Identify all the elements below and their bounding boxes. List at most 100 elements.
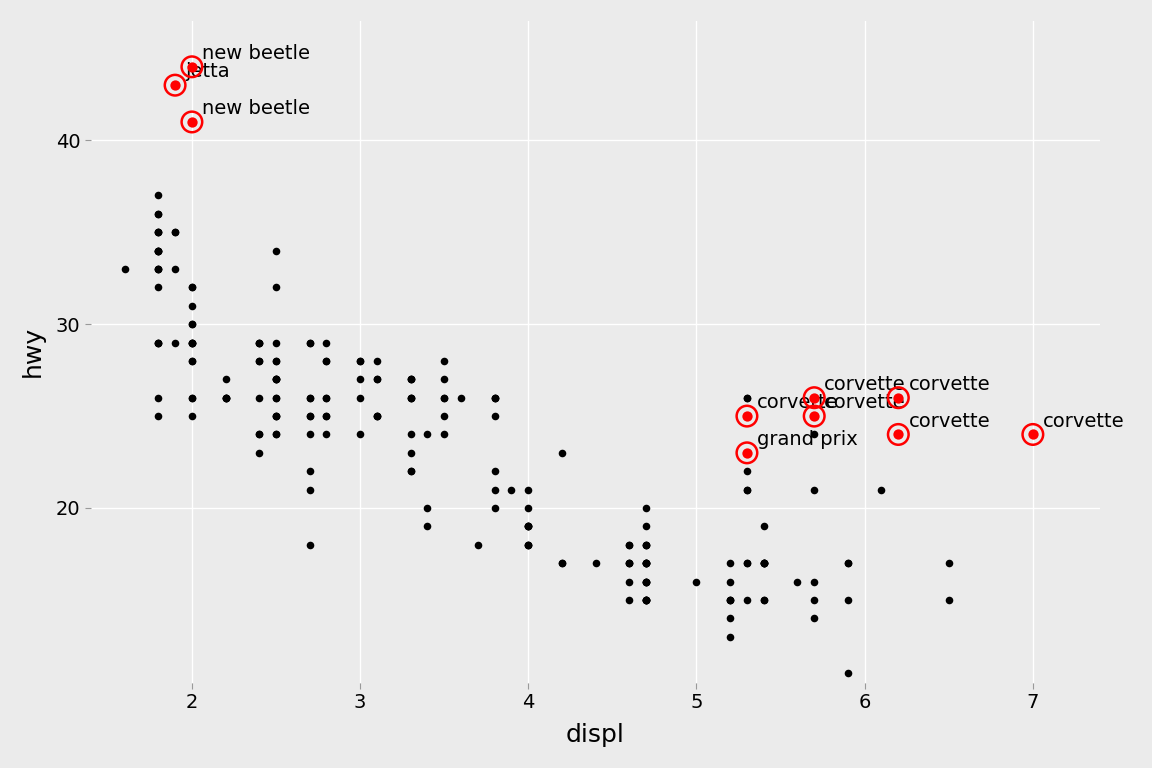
Point [520, 538, 538, 551]
Point [755, 594, 773, 606]
Point [839, 594, 857, 606]
Point [418, 429, 437, 441]
Point [183, 336, 202, 349]
Point [301, 410, 319, 422]
Point [149, 392, 167, 404]
Point [435, 429, 454, 441]
Text: jetta: jetta [185, 62, 229, 81]
Point [418, 502, 437, 514]
Point [737, 557, 756, 569]
Point [149, 336, 167, 349]
Point [351, 373, 370, 386]
Point [317, 429, 335, 441]
Point [553, 447, 571, 459]
Point [721, 631, 740, 643]
Text: corvette: corvette [909, 412, 990, 431]
Point [367, 410, 386, 422]
Point [183, 392, 202, 404]
Point [755, 594, 773, 606]
Point [637, 520, 655, 532]
Point [149, 263, 167, 275]
Point [217, 373, 235, 386]
Point [520, 520, 538, 532]
Point [250, 429, 268, 441]
Point [737, 410, 756, 422]
Point [737, 465, 756, 478]
Point [183, 318, 202, 330]
Point [620, 557, 638, 569]
Point [317, 410, 335, 422]
Point [166, 226, 184, 238]
Point [637, 594, 655, 606]
Point [721, 612, 740, 624]
Point [183, 318, 202, 330]
X-axis label: displ: displ [566, 723, 626, 747]
Point [1024, 429, 1043, 441]
Point [317, 355, 335, 367]
Point [452, 392, 470, 404]
Point [637, 538, 655, 551]
Point [183, 116, 202, 128]
Point [250, 392, 268, 404]
Y-axis label: hwy: hwy [21, 326, 45, 377]
Point [637, 557, 655, 569]
Point [637, 575, 655, 588]
Point [755, 557, 773, 569]
Point [183, 116, 202, 128]
Point [301, 392, 319, 404]
Point [301, 336, 319, 349]
Point [721, 594, 740, 606]
Point [637, 594, 655, 606]
Point [755, 557, 773, 569]
Point [317, 410, 335, 422]
Point [737, 484, 756, 496]
Point [520, 502, 538, 514]
Point [637, 594, 655, 606]
Point [301, 465, 319, 478]
Point [166, 226, 184, 238]
Point [183, 281, 202, 293]
Point [149, 226, 167, 238]
Point [435, 392, 454, 404]
Point [755, 557, 773, 569]
Point [183, 281, 202, 293]
Point [737, 392, 756, 404]
Point [267, 373, 286, 386]
Point [502, 484, 521, 496]
Point [401, 465, 419, 478]
Point [301, 410, 319, 422]
Point [485, 410, 503, 422]
Point [267, 355, 286, 367]
Point [737, 392, 756, 404]
Text: grand prix: grand prix [757, 430, 858, 449]
Point [737, 447, 756, 459]
Point [401, 465, 419, 478]
Point [805, 612, 824, 624]
Point [805, 392, 824, 404]
Point [183, 410, 202, 422]
Point [788, 575, 806, 588]
Point [755, 557, 773, 569]
Point [301, 392, 319, 404]
Point [737, 410, 756, 422]
Point [351, 355, 370, 367]
Point [755, 557, 773, 569]
Point [166, 79, 184, 91]
Point [401, 373, 419, 386]
Point [367, 373, 386, 386]
Point [721, 557, 740, 569]
Point [267, 410, 286, 422]
Point [267, 244, 286, 257]
Point [149, 226, 167, 238]
Point [149, 226, 167, 238]
Point [267, 410, 286, 422]
Point [553, 557, 571, 569]
Point [367, 373, 386, 386]
Point [301, 484, 319, 496]
Point [586, 557, 605, 569]
Point [839, 667, 857, 680]
Point [267, 429, 286, 441]
Point [250, 355, 268, 367]
Point [637, 557, 655, 569]
Text: new beetle: new beetle [202, 44, 310, 63]
